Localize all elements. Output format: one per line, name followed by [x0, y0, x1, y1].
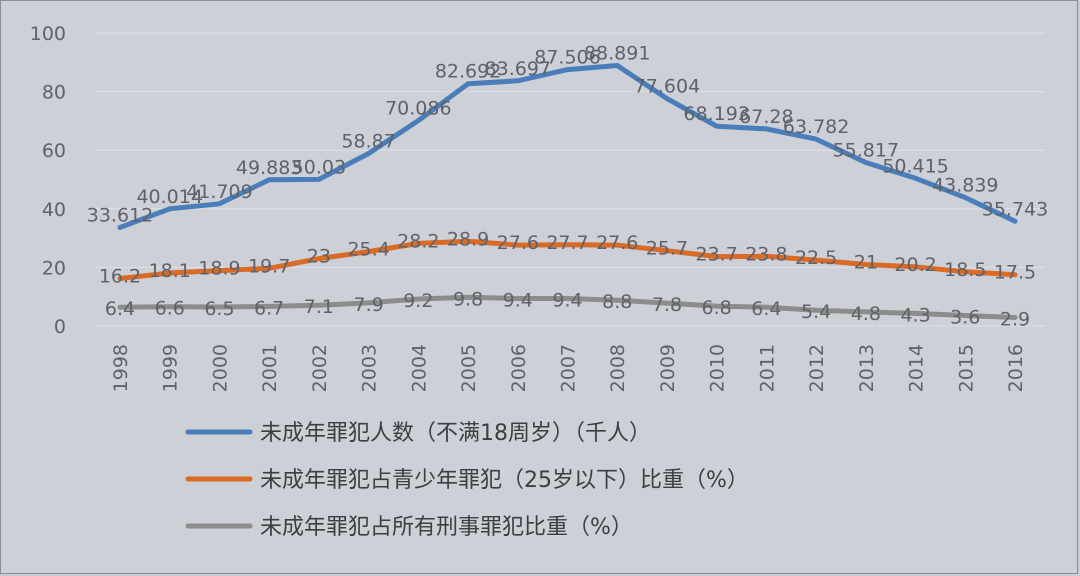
legend-label: 未成年罪犯人数（不满18周岁）（千人）: [260, 421, 651, 446]
x-tick-label: 2015: [955, 344, 977, 392]
data-label: 33.612: [87, 205, 153, 227]
data-label: 77.604: [634, 76, 700, 98]
data-label: 28.9: [447, 228, 489, 250]
y-axis-ticks: 0 20 40 60 80 100: [30, 23, 66, 338]
data-label: 19.7: [248, 255, 290, 277]
series-line: [117, 238, 1018, 281]
data-label: 9.4: [503, 289, 533, 311]
data-label: 82.692: [435, 61, 501, 83]
data-label: 5.4: [801, 301, 831, 323]
data-label: 55.817: [833, 139, 899, 161]
legend-label: 未成年罪犯占青少年罪犯（25岁以下）比重（%）: [260, 468, 749, 493]
data-label: 23: [307, 246, 331, 268]
x-tick-label: 2009: [657, 344, 679, 392]
data-label: 18.9: [198, 258, 240, 280]
data-label: 67.28: [739, 106, 793, 128]
data-label: 21: [854, 251, 878, 273]
data-label: 9.4: [552, 289, 582, 311]
data-label: 50.03: [292, 156, 346, 178]
data-label: 4.8: [851, 303, 881, 325]
y-tick-label: 60: [42, 140, 66, 162]
data-label: 8.8: [602, 291, 632, 313]
data-label: 6.6: [155, 298, 185, 320]
y-tick-label: 100: [30, 23, 66, 45]
data-label: 17.5: [994, 262, 1036, 284]
data-label: 27.6: [596, 232, 638, 254]
data-label: 25.7: [646, 238, 688, 260]
x-tick-label: 2012: [806, 344, 828, 392]
y-tick-label: 20: [42, 257, 66, 279]
data-label: 49.883: [236, 157, 302, 179]
data-label: 16.2: [99, 266, 141, 288]
data-label: 18.1: [149, 260, 191, 282]
data-label: 7.8: [652, 294, 682, 316]
data-label: 7.9: [354, 294, 384, 316]
data-label: 68.193: [683, 103, 749, 125]
data-label: 83.697: [485, 58, 551, 80]
x-tick-label: 2010: [707, 344, 729, 392]
data-label: 40.014: [136, 186, 202, 208]
series-line: [117, 63, 1018, 230]
x-tick-label: 2008: [607, 344, 629, 392]
data-label: 35.743: [982, 198, 1048, 220]
x-tick-label: 2004: [408, 344, 430, 392]
x-tick-label: 2013: [856, 344, 878, 392]
data-label: 25.4: [347, 239, 389, 261]
data-label: 4.3: [900, 304, 930, 326]
data-label: 41.709: [186, 181, 252, 203]
gridlines: [95, 32, 1045, 327]
data-label: 6.7: [254, 297, 284, 319]
data-label: 22.5: [795, 247, 837, 269]
data-label: 3.6: [950, 306, 980, 328]
y-tick-label: 0: [54, 316, 66, 338]
series-lines: [117, 63, 1018, 320]
legend-label: 未成年罪犯占所有刑事罪犯比重（%）: [260, 515, 633, 540]
data-label: 18.5: [944, 259, 986, 281]
x-tick-label: 2007: [558, 344, 580, 392]
data-label: 27.6: [497, 232, 539, 254]
data-label: 58.87: [341, 131, 395, 153]
x-tick-label: 2005: [458, 344, 480, 392]
data-label: 7.1: [304, 296, 334, 318]
x-tick-label: 1998: [110, 344, 132, 392]
x-tick-label: 2014: [906, 344, 928, 392]
data-label: 6.5: [204, 298, 234, 320]
data-label: 63.782: [783, 116, 849, 138]
x-tick-label: 2002: [309, 344, 331, 392]
data-label: 23.8: [745, 243, 787, 265]
x-tick-label: 2001: [259, 344, 281, 392]
data-label: 9.8: [453, 288, 483, 310]
data-label: 20.2: [894, 254, 936, 276]
data-label: 88.891: [584, 43, 650, 65]
x-tick-label: 1999: [160, 344, 182, 392]
data-label: 6.4: [751, 298, 781, 320]
data-label: 9.2: [403, 290, 433, 312]
x-tick-label: 2003: [359, 344, 381, 392]
legend: 未成年罪犯人数（不满18周岁）（千人） 未成年罪犯占青少年罪犯（25岁以下）比重（…: [185, 421, 749, 540]
data-label: 70.086: [385, 98, 451, 120]
data-label: 6.8: [702, 297, 732, 319]
x-tick-label: 2011: [756, 344, 778, 392]
data-label: 27.7: [546, 232, 588, 254]
data-label: 6.4: [105, 298, 135, 320]
x-tick-label: 2006: [508, 344, 530, 392]
data-label: 2.9: [1000, 309, 1030, 331]
data-label: 87.506: [534, 47, 600, 69]
data-label: 28.2: [397, 230, 439, 252]
y-tick-label: 40: [42, 199, 66, 221]
data-label: 23.7: [696, 244, 738, 266]
x-tick-label: 2016: [1005, 344, 1027, 392]
y-tick-label: 80: [42, 82, 66, 104]
data-label: 43.839: [932, 175, 998, 197]
series-line: [117, 294, 1018, 320]
x-axis-ticks: 1998 1999 2000 2001 2002 2003 2004 2005 2006 2007…: [110, 344, 1027, 392]
x-tick-label: 2000: [209, 344, 231, 392]
data-label: 50.415: [882, 155, 948, 177]
